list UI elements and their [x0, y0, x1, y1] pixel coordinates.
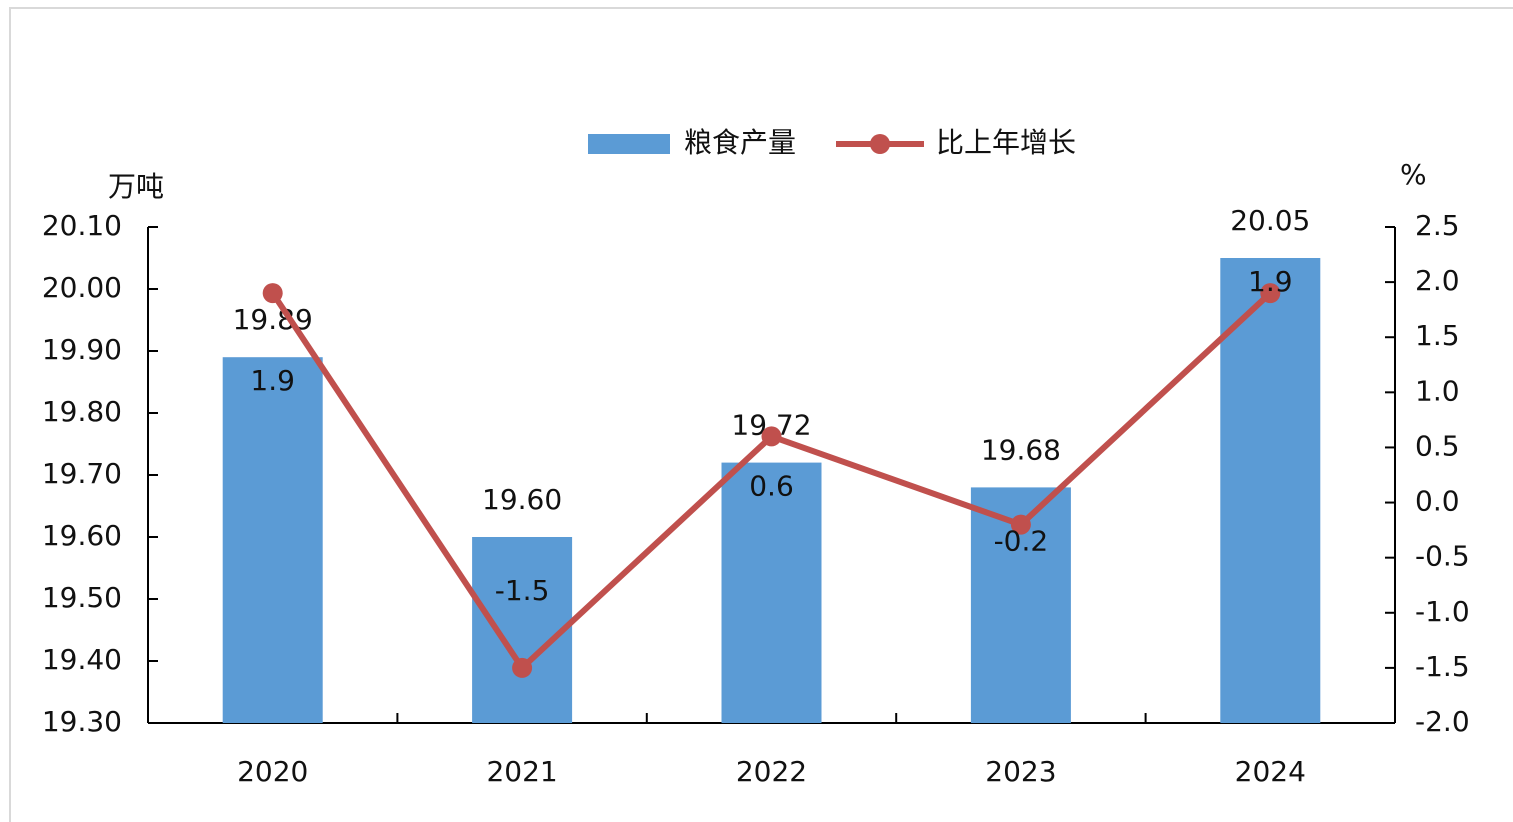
chart-frame [9, 7, 1513, 822]
line-value-label: 1.9 [250, 364, 295, 397]
legend-swatch [588, 134, 670, 154]
y-tick-label: 19.60 [42, 519, 122, 552]
y2-tick-label: 0.5 [1415, 429, 1460, 462]
line-marker [1010, 514, 1031, 535]
line-value-label: -0.2 [994, 524, 1049, 557]
y2-tick-label: 2.5 [1415, 209, 1460, 242]
y2-tick-label: 2.0 [1415, 264, 1460, 297]
legend-marker [870, 134, 890, 154]
bar [1220, 258, 1321, 723]
y-tick-label: 19.90 [42, 333, 122, 366]
line-marker [1260, 283, 1281, 304]
y2-axis-label: % [1400, 158, 1427, 191]
x-tick-label: 2020 [237, 755, 308, 788]
y2-tick-label: 0.0 [1415, 485, 1460, 518]
y2-tick-label: -0.5 [1415, 540, 1470, 573]
y-tick-label: 20.00 [42, 271, 122, 304]
x-tick-label: 2022 [736, 755, 807, 788]
y-tick-label: 19.80 [42, 395, 122, 428]
y-axis-label: 万吨 [108, 170, 164, 203]
bar-value-label: 20.05 [1230, 204, 1310, 237]
line-marker [761, 426, 782, 447]
y2-tick-label: -1.5 [1415, 650, 1470, 683]
y-tick-label: 19.30 [42, 705, 122, 738]
y-tick-label: 19.70 [42, 457, 122, 490]
line-value-label: 0.6 [749, 470, 794, 503]
bar-value-label: 19.60 [482, 483, 562, 516]
y-tick-label: 19.40 [42, 643, 122, 676]
x-tick-label: 2021 [486, 755, 557, 788]
line-value-label: 1.9 [1248, 265, 1293, 298]
y2-tick-label: 1.0 [1415, 374, 1460, 407]
bar [222, 357, 323, 723]
legend-label: 粮食产量 [684, 126, 796, 159]
bar-value-label: 19.68 [981, 433, 1061, 466]
line-marker [512, 657, 533, 678]
y-tick-label: 19.50 [42, 581, 122, 614]
bar [721, 462, 822, 723]
y2-tick-label: 1.5 [1415, 319, 1460, 352]
line-marker [262, 283, 283, 304]
legend-label: 比上年增长 [936, 126, 1076, 159]
bar [472, 537, 573, 723]
line-value-label: -1.5 [495, 574, 550, 607]
x-tick-label: 2024 [1235, 755, 1306, 788]
x-tick-label: 2023 [985, 755, 1056, 788]
y2-tick-label: -2.0 [1415, 705, 1470, 738]
y2-tick-label: -1.0 [1415, 595, 1470, 628]
y-tick-label: 20.10 [42, 209, 122, 242]
